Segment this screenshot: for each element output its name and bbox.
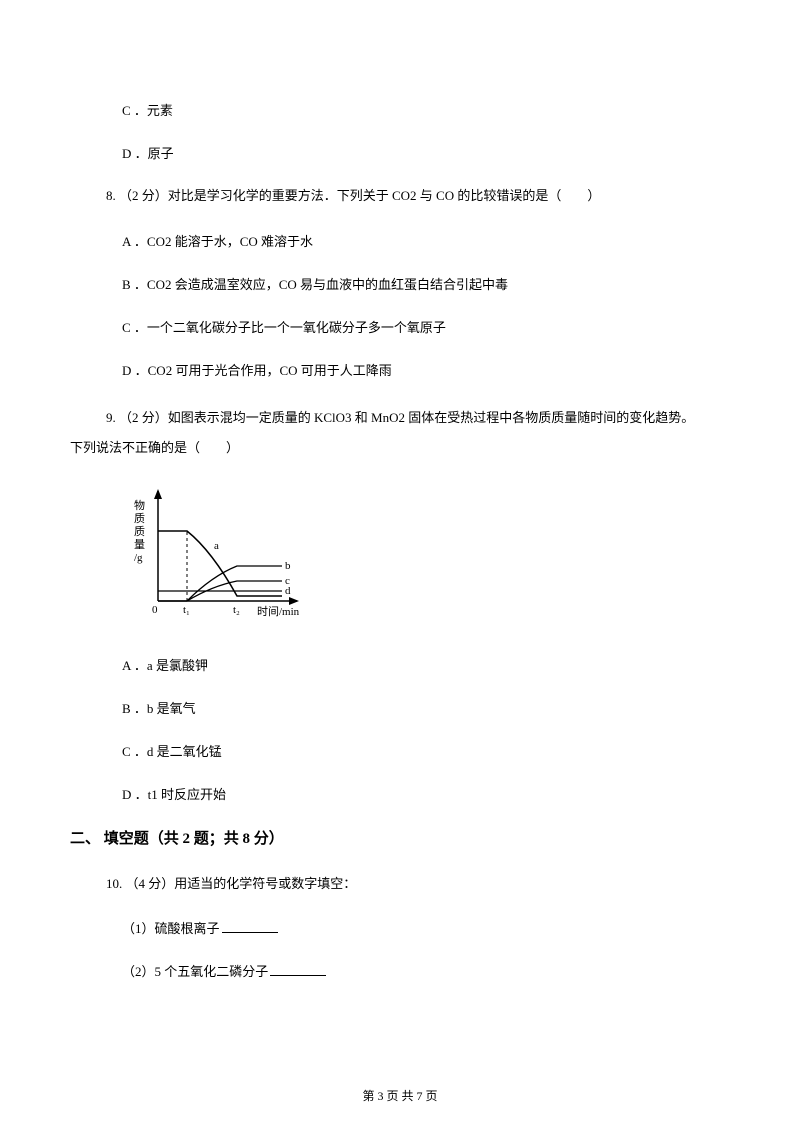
svg-text:物: 物 xyxy=(134,498,145,512)
q10-sub1-blank xyxy=(222,920,278,933)
q9-option-d: D ．t1 时反应开始 xyxy=(70,784,730,803)
svg-text:0: 0 xyxy=(152,604,158,616)
q10-stem: 10. （4 分）用适当的化学符号或数字填空： xyxy=(70,874,730,895)
q10-sub2-text: （2）5 个五氧化二磷分子 xyxy=(122,964,268,979)
q7-option-c: C ．元素 xyxy=(70,100,730,119)
section2-heading: 二、 填空题（共 2 题；共 8 分） xyxy=(70,827,730,848)
q9-stem-line2: 下列说法不正确的是（ ） xyxy=(70,440,239,455)
svg-text:质: 质 xyxy=(134,512,145,525)
q10-sub2: （2）5 个五氧化二磷分子 xyxy=(70,961,730,980)
q9-option-c: C ．d 是二氧化锰 xyxy=(70,741,730,760)
q8-option-d: D ．CO2 可用于光合作用，CO 可用于人工降雨 xyxy=(70,360,730,379)
svg-text:量: 量 xyxy=(134,538,145,551)
q8-option-c: C ．一个二氧化碳分子比一个一氧化碳分子多一个氧原子 xyxy=(70,317,730,336)
svg-text:b: b xyxy=(285,560,291,572)
q8-option-a: A ．CO2 能溶于水，CO 难溶于水 xyxy=(70,231,730,250)
svg-text:质: 质 xyxy=(134,525,145,538)
svg-text:t₂: t₂ xyxy=(233,604,240,616)
q9-option-b: B ．b 是氧气 xyxy=(70,698,730,717)
svg-text:d: d xyxy=(285,585,291,597)
svg-text:a: a xyxy=(214,540,219,552)
q8-stem: 8. （2 分）对比是学习化学的重要方法．下列关于 CO2 与 CO 的比较错误… xyxy=(70,186,730,207)
svg-text:时间/min: 时间/min xyxy=(257,605,300,618)
page-footer: 第 3 页 共 7 页 xyxy=(0,1087,800,1104)
q10-sub2-blank xyxy=(270,963,326,976)
q9-stem: 9. （2 分）如图表示混均一定质量的 KClO3 和 MnO2 固体在受热过程… xyxy=(70,403,730,463)
q9-chart: 物质质量/g时间/min0t₁t₂abcd xyxy=(122,481,730,631)
q9-stem-line1: 9. （2 分）如图表示混均一定质量的 KClO3 和 MnO2 固体在受热过程… xyxy=(70,410,694,425)
svg-text:/g: /g xyxy=(134,552,143,564)
q7-option-d: D ．原子 xyxy=(70,143,730,162)
chart-svg: 物质质量/g时间/min0t₁t₂abcd xyxy=(122,481,322,631)
q8-option-b: B ．CO2 会造成温室效应，CO 易与血液中的血红蛋白结合引起中毒 xyxy=(70,274,730,293)
svg-text:t₁: t₁ xyxy=(183,604,190,616)
q10-sub1-text: （1）硫酸根离子 xyxy=(122,921,220,936)
q9-option-a: A ．a 是氯酸钾 xyxy=(70,655,730,674)
q10-sub1: （1）硫酸根离子 xyxy=(70,918,730,937)
